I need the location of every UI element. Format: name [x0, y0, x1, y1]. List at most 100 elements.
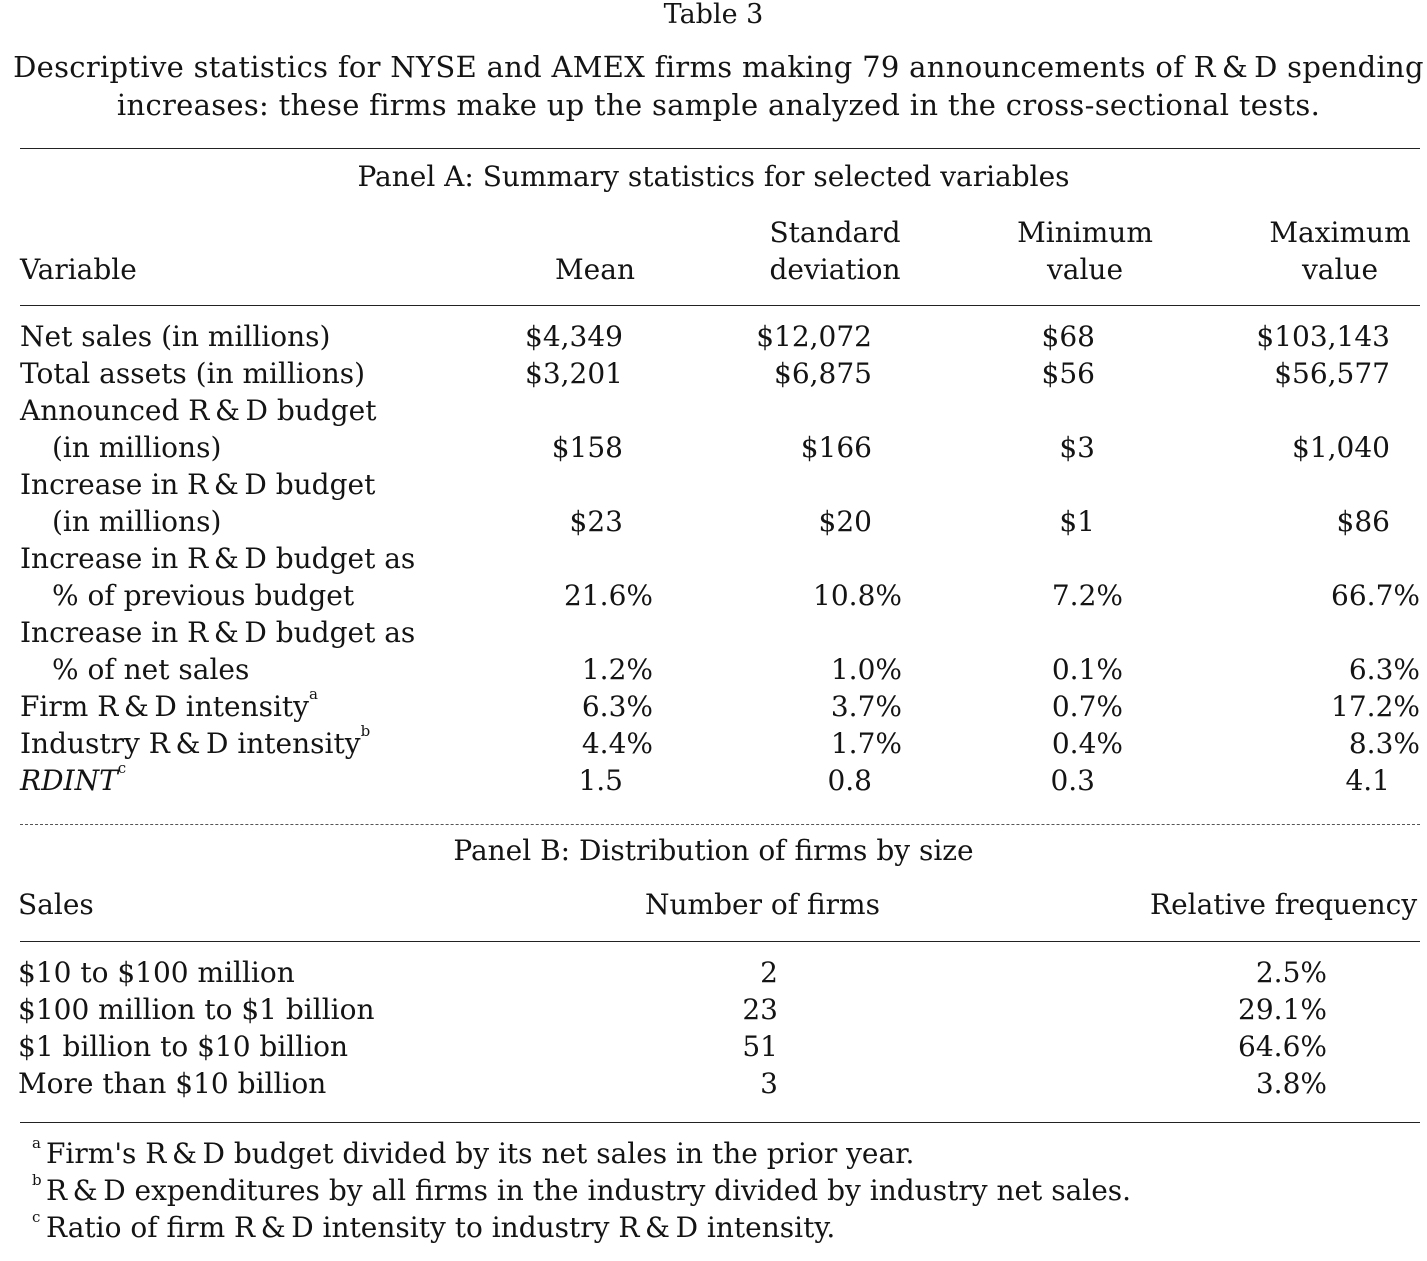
- footnote-marker: b: [360, 722, 371, 740]
- sales-range: More than $10 billion: [18, 1067, 327, 1100]
- cell-max: 4.1: [1345, 764, 1390, 797]
- cell-mean: $4,349: [525, 320, 623, 353]
- panel-a-title: Panel A: Summary statistics for selected…: [357, 160, 1070, 193]
- header-min-line-2: value: [1046, 253, 1124, 286]
- row-label: Industry R & D intensityb: [20, 722, 371, 762]
- caption-line-2: increases: these firms make up the sampl…: [116, 88, 1321, 122]
- header-sd-line-2: deviation: [769, 253, 901, 286]
- cell-min: $56: [1041, 357, 1095, 390]
- footnote-a: a Firm's R & D budget divided by its net …: [32, 1134, 915, 1171]
- table-number: Table 3: [663, 0, 764, 30]
- footnote-marker: c: [117, 759, 127, 777]
- cell-min: 0.3: [1050, 764, 1095, 797]
- cell-mean: 6.3%: [581, 690, 653, 723]
- cell-min: $68: [1041, 320, 1095, 353]
- table-row: Increase in R & D budget (in millions) $…: [20, 466, 1420, 540]
- cell-min: 0.7%: [1051, 690, 1123, 723]
- footnote-text: Ratio of firm R & D intensity to industr…: [46, 1211, 836, 1244]
- cell-sd: $166: [800, 431, 872, 464]
- row-label: Increase in R & D budget as: [20, 616, 416, 649]
- row-label: Firm R & D intensitya: [20, 685, 318, 725]
- cell-min: $3: [1059, 431, 1095, 464]
- row-label: Net sales (in millions): [20, 320, 331, 353]
- footnote-text: R & D expenditures by all firms in the i…: [46, 1174, 1132, 1207]
- cell-max: 17.2%: [1331, 690, 1420, 723]
- relative-frequency: 3.8%: [1255, 1067, 1327, 1100]
- number-of-firms: 2: [760, 956, 778, 989]
- cell-sd: $6,875: [774, 357, 872, 390]
- sales-range: $1 billion to $10 billion: [18, 1030, 349, 1063]
- cell-min: 7.2%: [1051, 579, 1123, 612]
- row-label-text: RDINT: [20, 764, 118, 797]
- panel-b-header-rule: [20, 941, 1420, 942]
- cell-max: 6.3%: [1348, 653, 1420, 686]
- header-max-line-2: value: [1301, 253, 1379, 286]
- cell-max: $56,577: [1274, 357, 1390, 390]
- sales-range: $100 million to $1 billion: [18, 993, 375, 1026]
- cell-sd: 1.7%: [830, 727, 902, 760]
- header-min: Minimum value: [985, 214, 1185, 288]
- row-label: Announced R & D budget: [20, 394, 377, 427]
- number-of-firms: 3: [760, 1067, 778, 1100]
- table-caption: Descriptive statistics for NYSE and AMEX…: [10, 48, 1427, 124]
- header-mean: Mean: [555, 253, 635, 286]
- header-sd: Standard deviation: [735, 214, 935, 288]
- cell-mean: 1.2%: [581, 653, 653, 686]
- bottom-rule: [20, 1122, 1420, 1123]
- cell-sd: 10.8%: [813, 579, 902, 612]
- header-max-line-1: Maximum: [1269, 216, 1411, 249]
- cell-max: $1,040: [1292, 431, 1390, 464]
- row-label: Increase in R & D budget as: [20, 542, 416, 575]
- relative-frequency: 29.1%: [1238, 993, 1327, 1026]
- row-label-continued: (in millions): [52, 505, 222, 538]
- cell-max: $86: [1336, 505, 1390, 538]
- footnote-marker: a: [309, 685, 318, 703]
- row-label-continued: % of net sales: [52, 653, 250, 686]
- sales-range: $10 to $100 million: [18, 956, 295, 989]
- cell-mean: 1.5: [578, 764, 623, 797]
- cell-mean: 21.6%: [564, 579, 653, 612]
- number-of-firms: 23: [742, 993, 778, 1026]
- relative-frequency: 2.5%: [1255, 956, 1327, 989]
- number-of-firms: 51: [742, 1030, 778, 1063]
- row-label-continued: % of previous budget: [52, 579, 355, 612]
- table-row: Announced R & D budget (in millions) $15…: [20, 392, 1420, 466]
- row-label: Increase in R & D budget: [20, 468, 376, 501]
- header-min-line-1: Minimum: [1017, 216, 1153, 249]
- cell-sd: $20: [818, 505, 872, 538]
- cell-min: 0.1%: [1051, 653, 1123, 686]
- cell-mean: $23: [569, 505, 623, 538]
- footnote-text: Firm's R & D budget divided by its net s…: [46, 1137, 915, 1170]
- relative-frequency: 64.6%: [1238, 1030, 1327, 1063]
- top-rule: [20, 148, 1420, 149]
- panel-separator-rule: [20, 824, 1420, 825]
- cell-min: $1: [1059, 505, 1095, 538]
- table-row: Increase in R & D budget as % of previou…: [20, 540, 1420, 614]
- header-sd-line-1: Standard: [769, 216, 901, 249]
- cell-max: 8.3%: [1348, 727, 1420, 760]
- cell-sd: 1.0%: [830, 653, 902, 686]
- header-max: Maximum value: [1240, 214, 1427, 288]
- panel-a-header-rule: [20, 305, 1420, 306]
- cell-mean: $158: [551, 431, 623, 464]
- header-relative-frequency: Relative frequency: [1150, 888, 1418, 921]
- row-label-text: Firm R & D intensity: [20, 690, 309, 723]
- table-row: Increase in R & D budget as % of net sal…: [20, 614, 1420, 688]
- footnote-c: c Ratio of firm R & D intensity to indust…: [32, 1208, 836, 1245]
- header-variable: Variable: [20, 253, 137, 286]
- caption-line-1: Descriptive statistics for NYSE and AMEX…: [13, 50, 1424, 84]
- row-label: Total assets (in millions): [20, 357, 366, 390]
- cell-mean: 4.4%: [581, 727, 653, 760]
- header-number-of-firms: Number of firms: [645, 888, 880, 921]
- cell-sd: 0.8: [827, 764, 872, 797]
- row-label: RDINTc: [20, 759, 127, 799]
- panel-b-title: Panel B: Distribution of firms by size: [453, 834, 974, 867]
- cell-min: 0.4%: [1051, 727, 1123, 760]
- cell-sd: $12,072: [756, 320, 872, 353]
- header-sales: Sales: [18, 888, 94, 921]
- cell-mean: $3,201: [525, 357, 623, 390]
- cell-sd: 3.7%: [830, 690, 902, 723]
- row-label-text: Industry R & D intensity: [20, 727, 361, 760]
